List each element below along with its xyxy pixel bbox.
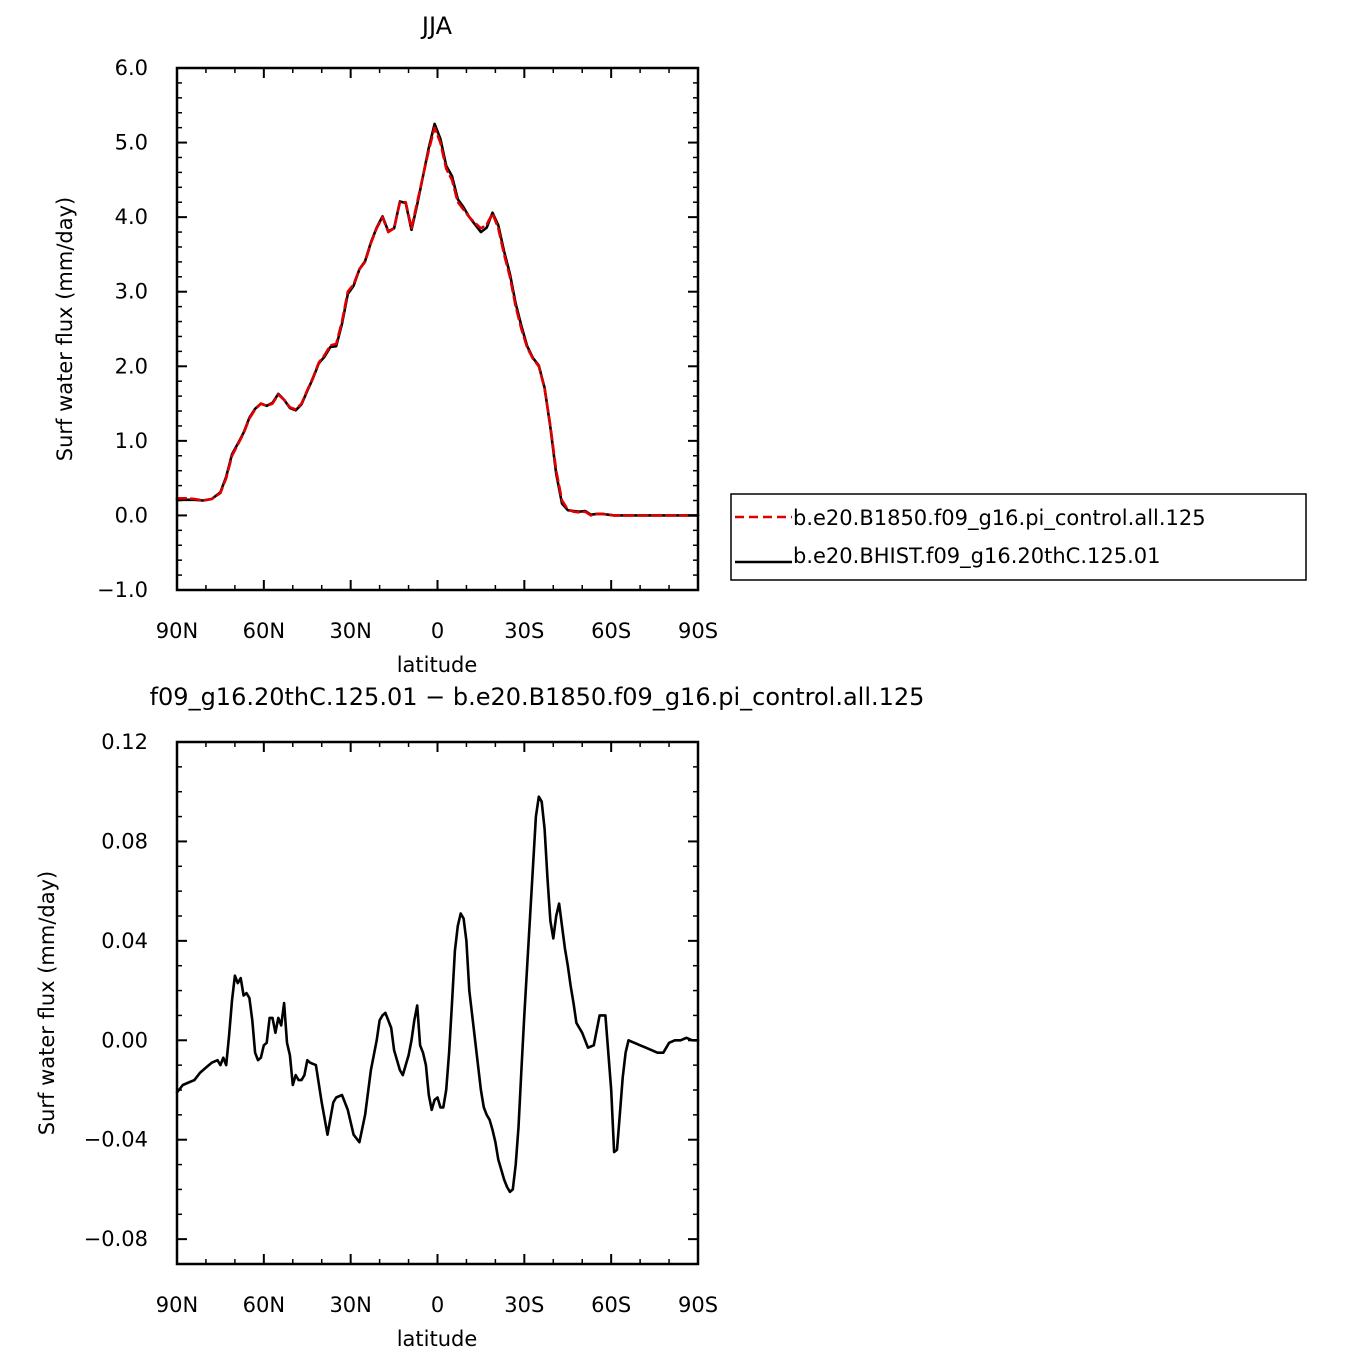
bot-x-tick-label-1: 60N <box>243 1293 285 1317</box>
top-legend: b.e20.B1850.f09_g16.pi_control.all.125 b… <box>730 493 1307 581</box>
top-x-axis-label: latitude <box>397 653 478 677</box>
top-y-tick-label-4: 3.0 <box>115 280 148 304</box>
top-x-tick-label-4: 30S <box>504 619 544 643</box>
top-x-tick-label-1: 60N <box>243 619 285 643</box>
top-chart-title: JJA <box>420 12 453 40</box>
top-y-axis-label: Surf water flux (mm/day) <box>53 197 77 462</box>
top-x-tick-label-2: 30N <box>329 619 371 643</box>
top-y-tick-label-3: 2.0 <box>115 354 148 378</box>
legend-box <box>730 493 1307 581</box>
top-axis-ticks <box>176 67 699 591</box>
top-y-tick-label-7: 6.0 <box>115 56 148 80</box>
top-plot-lines <box>175 122 700 517</box>
top-y-tick-label-6: 5.0 <box>115 131 148 155</box>
bot-y-tick-label-5: 0.12 <box>101 730 148 754</box>
bottom-y-tick-labels: −0.08 −0.04 0.00 0.04 0.08 0.12 <box>84 730 148 1251</box>
top-y-tick-label-0: −1.0 <box>97 578 148 602</box>
bot-x-tick-label-0: 90N <box>156 1293 198 1317</box>
bot-series-line-0 <box>175 795 700 1194</box>
bottom-x-axis-label: latitude <box>397 1327 478 1351</box>
top-x-tick-label-3: 0 <box>431 619 444 643</box>
top-series-line-0 <box>175 126 700 517</box>
bottom-y-axis-label: Surf water flux (mm/day) <box>35 871 59 1136</box>
bot-x-tick-label-3: 0 <box>431 1293 444 1317</box>
bot-x-tick-label-2: 30N <box>329 1293 371 1317</box>
top-y-tick-label-1: 0.0 <box>115 503 148 527</box>
bot-y-tick-label-4: 0.08 <box>101 829 148 853</box>
bot-x-tick-label-6: 90S <box>678 1293 718 1317</box>
bot-y-tick-label-0: −0.08 <box>84 1227 148 1251</box>
top-x-tick-label-5: 60S <box>591 619 631 643</box>
bot-x-tick-label-4: 30S <box>504 1293 544 1317</box>
top-panel: JJA −1.0 0.0 1.0 2.0 3.0 4.0 5.0 6.0 90N 60N 30N 0… <box>53 12 1307 677</box>
top-x-tick-label-0: 90N <box>156 619 198 643</box>
top-y-tick-labels: −1.0 0.0 1.0 2.0 3.0 4.0 5.0 6.0 <box>97 56 148 602</box>
bottom-panel: f09_g16.20thC.125.01 − b.e20.B1850.f09_g… <box>35 683 924 1351</box>
bot-y-tick-label-1: −0.04 <box>84 1128 148 1152</box>
legend-entry-control: b.e20.B1850.f09_g16.pi_control.all.125 <box>793 506 1206 531</box>
bottom-chart-title: f09_g16.20thC.125.01 − b.e20.B1850.f09_g… <box>150 683 925 711</box>
bot-y-tick-label-3: 0.04 <box>101 929 148 953</box>
bottom-plot-lines <box>175 795 700 1194</box>
top-y-tick-label-2: 1.0 <box>115 429 148 453</box>
legend-entry-historical: b.e20.BHIST.f09_g16.20thC.125.01 <box>793 544 1160 569</box>
top-y-tick-label-5: 4.0 <box>115 205 148 229</box>
top-x-tick-label-6: 90S <box>678 619 718 643</box>
bottom-axis-ticks <box>176 741 699 1265</box>
top-x-tick-labels: 90N 60N 30N 0 30S 60S 90S <box>156 619 718 643</box>
bot-x-tick-label-5: 60S <box>591 1293 631 1317</box>
bottom-x-tick-labels: 90N 60N 30N 0 30S 60S 90S <box>156 1293 718 1317</box>
bot-y-tick-label-2: 0.00 <box>101 1028 148 1052</box>
